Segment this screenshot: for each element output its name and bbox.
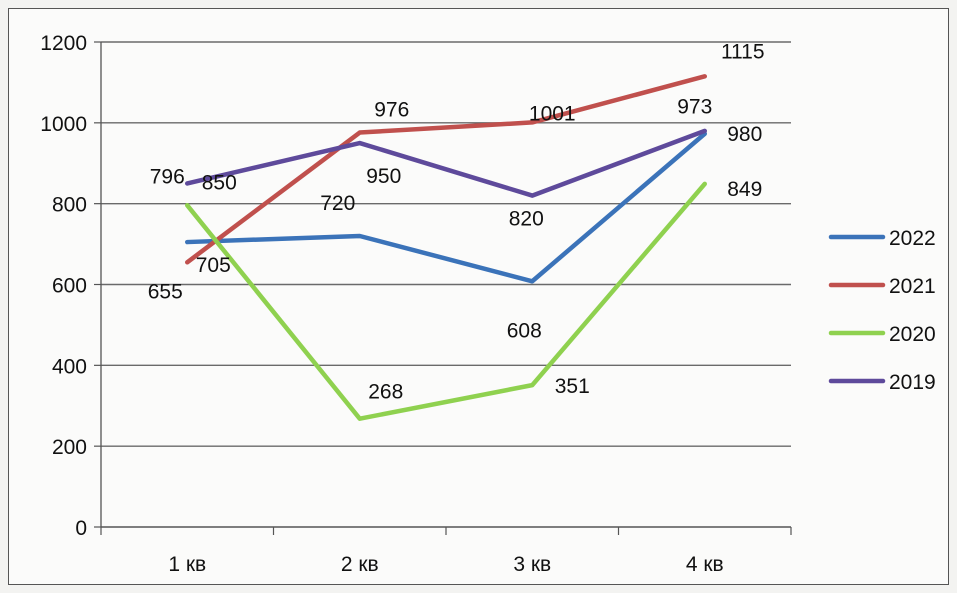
data-label-2021: 1001: [529, 102, 576, 125]
series-line-2020: [185, 181, 707, 421]
series-line-2022: [185, 131, 707, 284]
line-chart: 0 200 400 600 800 1000 1200 1 кв 2 кв 3 кв 4 кв 7…: [40, 32, 936, 576]
data-label-2021: 976: [374, 99, 409, 122]
legend-label-2022: 2022: [889, 227, 936, 250]
y-tick-label: 200: [52, 436, 87, 459]
legend-label-2021: 2021: [889, 275, 936, 298]
data-label-2020: 796: [150, 165, 185, 188]
series-line-2019: [185, 128, 707, 198]
series-lines: [185, 74, 707, 421]
data-label-2021: 1115: [721, 40, 765, 63]
data-label-2019: 950: [366, 165, 401, 188]
gridlines: [101, 41, 791, 447]
data-label-2022: 608: [507, 319, 542, 342]
y-tick-label: 800: [52, 194, 87, 217]
data-label-2021: 655: [148, 280, 183, 303]
series-line-2021: [185, 74, 707, 265]
axes: [94, 41, 792, 535]
legend-label-2020: 2020: [889, 323, 936, 346]
y-tick-label: 0: [75, 517, 87, 540]
y-tick-label: 400: [52, 355, 87, 378]
legend-label-2019: 2019: [889, 371, 936, 394]
x-tick-label: 2 кв: [341, 553, 379, 576]
x-tick-label: 3 кв: [513, 553, 551, 576]
x-tick-labels: 1 кв 2 кв 3 кв 4 кв: [168, 553, 723, 576]
data-label-2019: 850: [202, 171, 237, 194]
chart-frame: 0 200 400 600 800 1000 1200 1 кв 2 кв 3 кв 4 кв 7…: [8, 8, 949, 585]
data-label-2020: 351: [555, 375, 590, 398]
data-label-2019: 980: [727, 123, 762, 146]
data-labels: 705 720 608 973 655 976 1001 1115 796 268 351 849 85…: [148, 40, 765, 403]
data-label-2020: 268: [368, 381, 403, 404]
y-tick-label: 600: [52, 275, 87, 298]
y-tick-label: 1000: [40, 113, 87, 136]
y-tick-label: 1200: [40, 32, 87, 55]
data-label-2022: 705: [196, 254, 231, 277]
x-tick-label: 4 кв: [686, 553, 724, 576]
y-tick-labels: 0 200 400 600 800 1000 1200: [40, 32, 87, 540]
data-label-2022: 720: [320, 192, 355, 215]
x-tick-label: 1 кв: [168, 553, 206, 576]
data-label-2022: 973: [677, 96, 712, 119]
data-label-2020: 849: [727, 178, 762, 201]
data-label-2019: 820: [509, 208, 544, 231]
legend: 2022 2021 2020 2019: [828, 227, 936, 394]
